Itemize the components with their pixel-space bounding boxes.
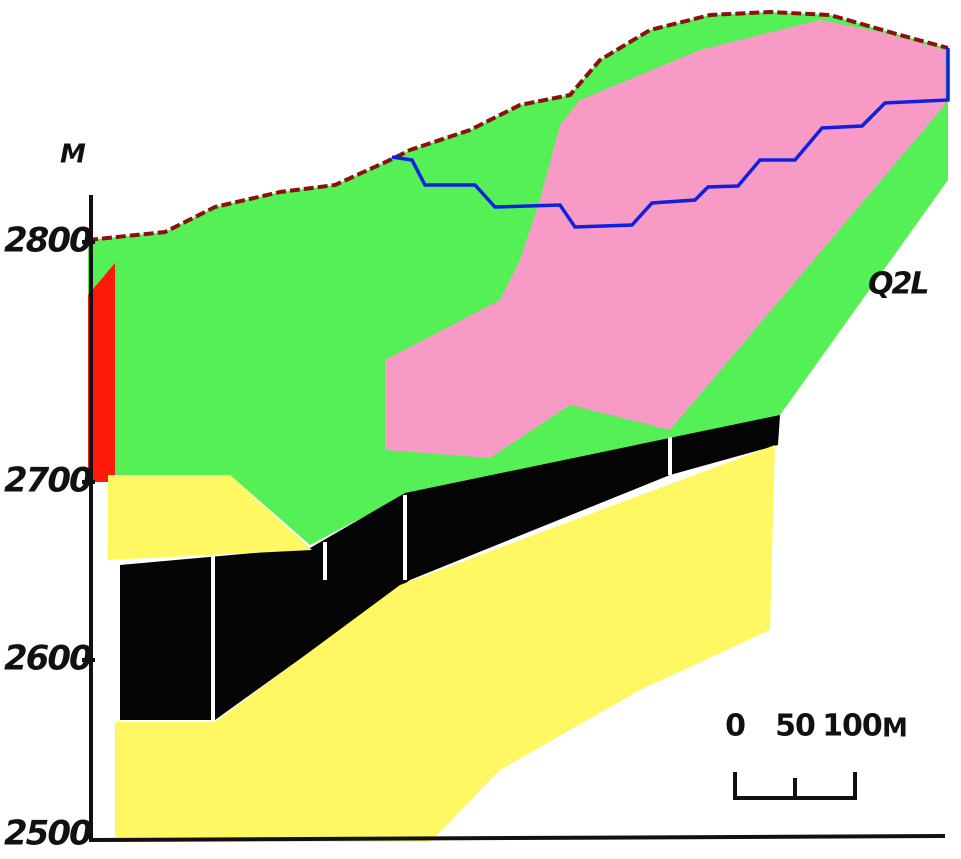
axis-label: 2500 — [4, 814, 92, 854]
scale-label: 0 — [725, 709, 745, 744]
scale-unit: M — [882, 714, 907, 744]
scale-bar — [735, 772, 855, 798]
axis-label: 2800 — [4, 221, 92, 261]
axis-label: 2600 — [4, 639, 92, 679]
axis-label: 2700 — [4, 461, 92, 501]
axis-unit: M — [60, 140, 86, 170]
annotation: Q2L — [868, 267, 928, 302]
cross-section: M 2800 2700 2600 2500 Q2L 0 50 100 M — [0, 0, 961, 859]
scale-label: 50 — [775, 709, 815, 744]
scale-label: 100 — [822, 709, 882, 744]
